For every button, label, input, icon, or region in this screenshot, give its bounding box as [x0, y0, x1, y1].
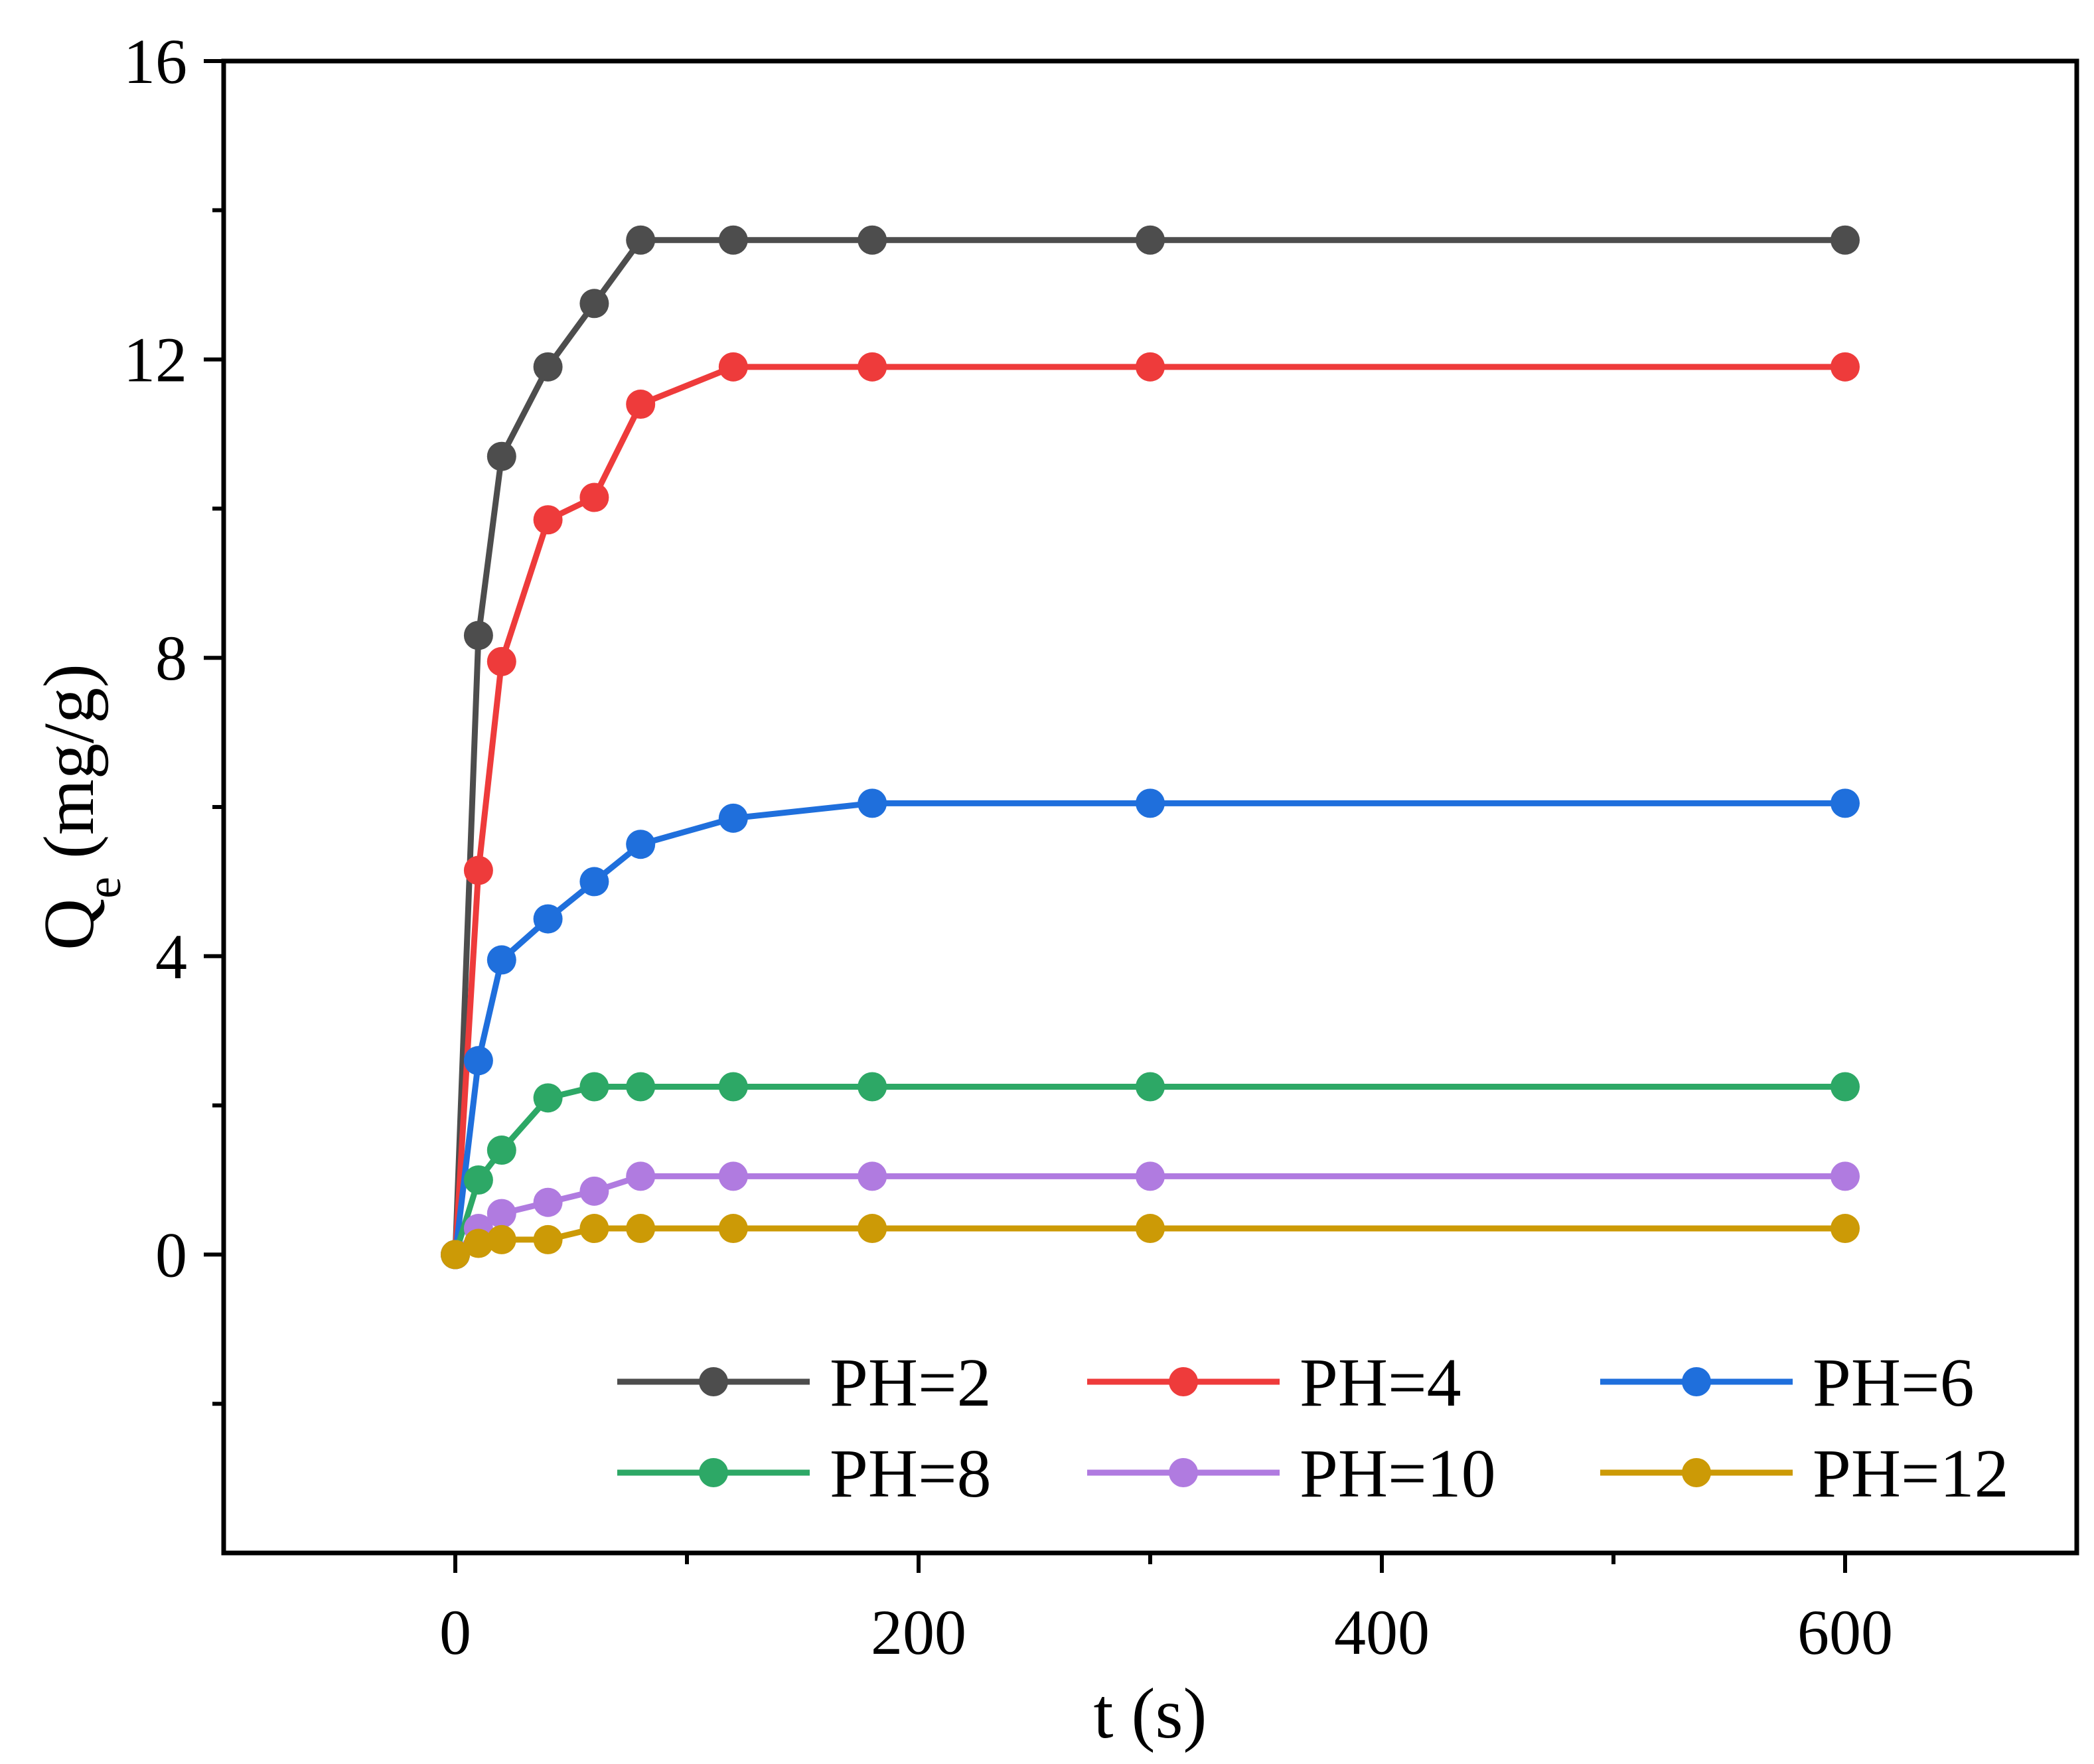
- data-point-ph-6: [1831, 788, 1860, 818]
- data-point-ph-2: [579, 289, 609, 319]
- data-point-ph-8: [718, 1072, 748, 1102]
- x-tick-label: 200: [871, 1597, 966, 1668]
- legend: PH=2 PH=4 PH=6 PH=8 PH=10 PH=12: [617, 1345, 2009, 1512]
- data-point-ph-12: [1831, 1214, 1860, 1244]
- data-point-ph-2: [626, 225, 656, 255]
- data-point-ph-8: [1831, 1072, 1860, 1102]
- data-point-ph-12: [718, 1214, 748, 1244]
- legend-marker-ph-6: [1682, 1367, 1711, 1396]
- data-point-ph-2: [858, 225, 887, 255]
- y-tick-label: 12: [123, 325, 187, 396]
- data-point-ph-2: [486, 441, 516, 471]
- data-point-ph-2: [1136, 225, 1165, 255]
- data-point-ph-8: [486, 1136, 516, 1165]
- data-point-ph-12: [463, 1228, 493, 1258]
- x-tick-label: 0: [439, 1597, 471, 1668]
- data-point-ph-10: [486, 1199, 516, 1228]
- data-point-ph-10: [718, 1161, 748, 1191]
- y-tick-label: 0: [155, 1219, 187, 1290]
- data-point-ph-10: [579, 1176, 609, 1206]
- y-axis-title: Qe (mg/g): [30, 664, 131, 950]
- data-point-ph-4: [858, 352, 887, 382]
- data-point-ph-12: [441, 1240, 470, 1270]
- x-tick-label: 400: [1334, 1597, 1430, 1668]
- series-group: [441, 225, 1860, 1270]
- y-tick-label: 8: [155, 623, 187, 694]
- x-tick-label: 600: [1797, 1597, 1893, 1668]
- data-point-ph-10: [626, 1161, 656, 1191]
- data-point-ph-8: [533, 1083, 563, 1113]
- y-axis-title-main: Q: [30, 899, 109, 950]
- data-point-ph-4: [463, 855, 493, 885]
- series-line-ph-8: [452, 1084, 1845, 1256]
- data-point-ph-6: [579, 867, 609, 897]
- y-tick-label: 4: [155, 921, 187, 992]
- data-point-ph-6: [486, 945, 516, 975]
- data-point-ph-6: [533, 904, 563, 934]
- data-point-ph-8: [626, 1072, 656, 1102]
- data-point-ph-12: [626, 1214, 656, 1244]
- data-point-ph-10: [858, 1161, 887, 1191]
- data-point-ph-6: [463, 1046, 493, 1076]
- axis-tick-labels: 0 200 400 600 0 4 8 12 16: [123, 26, 1893, 1668]
- data-point-ph-4: [718, 352, 748, 382]
- data-point-ph-10: [533, 1187, 563, 1217]
- data-point-ph-8: [1136, 1072, 1165, 1102]
- data-point-ph-6: [718, 803, 748, 833]
- data-point-ph-2: [533, 352, 563, 382]
- legend-label-ph-2: PH=2: [830, 1345, 992, 1421]
- data-point-ph-8: [858, 1072, 887, 1102]
- data-point-ph-6: [1136, 788, 1165, 818]
- legend-label-ph-8: PH=8: [830, 1435, 992, 1512]
- legend-label-ph-6: PH=6: [1813, 1345, 1975, 1421]
- data-point-ph-8: [579, 1072, 609, 1102]
- legend-marker-ph-4: [1169, 1367, 1198, 1396]
- data-point-ph-12: [858, 1214, 887, 1244]
- data-point-ph-4: [1831, 352, 1860, 382]
- data-point-ph-10: [1831, 1161, 1860, 1191]
- legend-marker-ph-2: [699, 1367, 728, 1396]
- data-point-ph-8: [463, 1165, 493, 1195]
- axis-ticks: [204, 59, 1847, 1573]
- series-line-ph-2: [452, 237, 1845, 1255]
- data-point-ph-6: [626, 830, 656, 859]
- series-line-ph-6: [452, 800, 1845, 1255]
- legend-marker-ph-8: [699, 1458, 728, 1487]
- y-tick-label: 16: [123, 26, 187, 97]
- data-point-ph-2: [1831, 225, 1860, 255]
- series-line-ph-4: [452, 364, 1845, 1255]
- data-point-ph-12: [1136, 1214, 1165, 1244]
- data-point-ph-12: [486, 1224, 516, 1254]
- data-point-ph-2: [718, 225, 748, 255]
- data-point-ph-4: [486, 646, 516, 676]
- legend-label-ph-12: PH=12: [1813, 1435, 2009, 1512]
- data-point-ph-12: [533, 1224, 563, 1254]
- legend-marker-ph-10: [1169, 1458, 1198, 1487]
- data-point-ph-4: [1136, 352, 1165, 382]
- y-axis-title-subscript: e: [77, 877, 131, 899]
- legend-label-ph-10: PH=10: [1300, 1435, 1496, 1512]
- x-axis-title: t (s): [1094, 1674, 1207, 1753]
- data-point-ph-12: [579, 1214, 609, 1244]
- data-point-ph-6: [858, 788, 887, 818]
- data-point-ph-4: [626, 390, 656, 419]
- data-point-ph-2: [463, 621, 493, 650]
- legend-label-ph-4: PH=4: [1300, 1345, 1461, 1421]
- legend-marker-ph-12: [1682, 1458, 1711, 1487]
- data-point-ph-10: [1136, 1161, 1165, 1191]
- y-axis-title-unit: (mg/g): [30, 664, 109, 877]
- data-point-ph-4: [579, 482, 609, 512]
- data-point-ph-4: [533, 505, 563, 535]
